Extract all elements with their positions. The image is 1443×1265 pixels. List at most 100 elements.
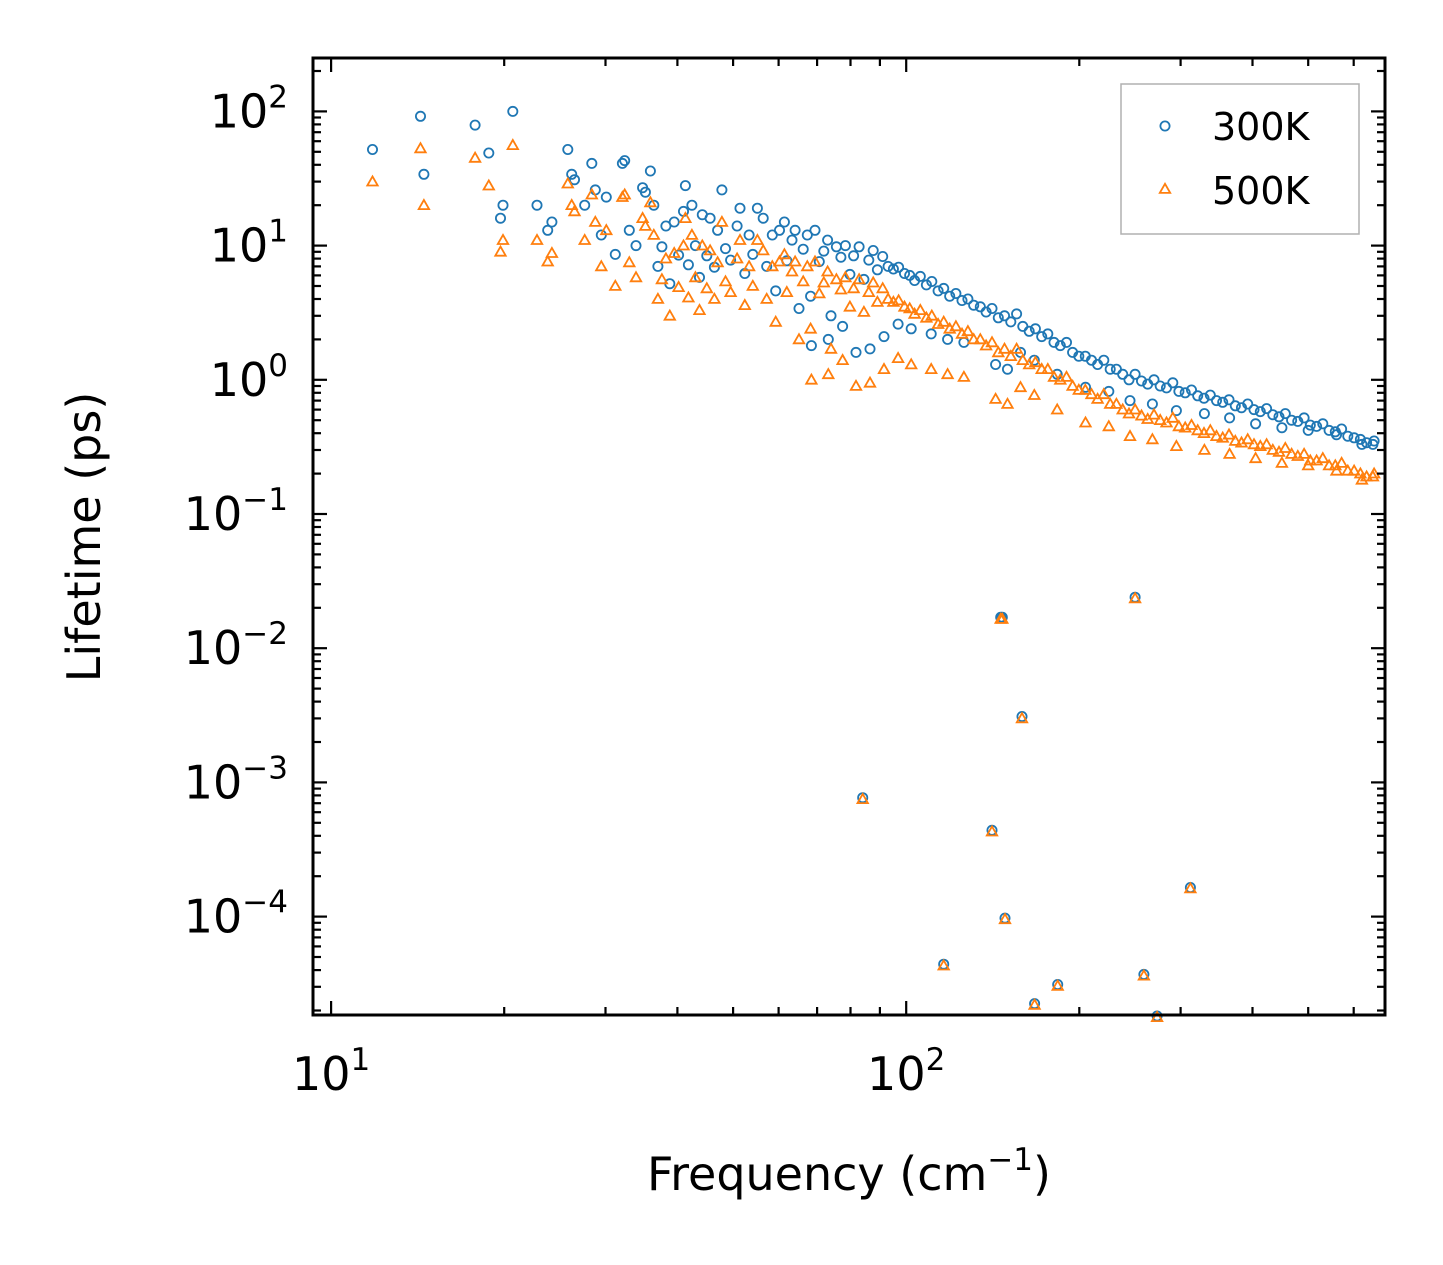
point-500K-61 bbox=[785, 264, 799, 277]
point-500K-83 bbox=[881, 291, 895, 304]
point-300K-152 bbox=[1304, 419, 1316, 431]
point-500K-28 bbox=[651, 291, 665, 304]
point-300K-82 bbox=[877, 250, 889, 262]
point-500K-165 bbox=[821, 367, 836, 380]
series-500K bbox=[365, 138, 1381, 1022]
point-300K-146 bbox=[1267, 409, 1279, 421]
legend-marker-300k bbox=[1159, 120, 1171, 132]
point-300K-65 bbox=[801, 229, 813, 241]
point-300K-110 bbox=[1042, 328, 1054, 340]
point-500K-136 bbox=[1203, 423, 1218, 436]
point-300K-132 bbox=[1179, 387, 1191, 399]
point-500K-64 bbox=[796, 274, 810, 287]
point-500K-184 bbox=[1169, 439, 1184, 452]
legend-label-300k: 300K bbox=[1212, 105, 1311, 149]
point-500K-46 bbox=[718, 274, 733, 287]
point-300K-169 bbox=[878, 331, 890, 343]
point-500K-169 bbox=[877, 362, 891, 375]
point-300K-144 bbox=[1254, 406, 1266, 418]
point-500K-21 bbox=[617, 187, 632, 200]
point-500K-53 bbox=[750, 233, 765, 245]
point-500K-186 bbox=[1222, 446, 1237, 459]
point-300K-176 bbox=[1002, 363, 1014, 375]
point-300K-143 bbox=[1248, 404, 1260, 416]
point-500K-24 bbox=[635, 211, 650, 224]
point-300K-115 bbox=[1073, 350, 1085, 362]
point-500K-125 bbox=[1134, 408, 1149, 421]
point-300K-113 bbox=[1061, 336, 1073, 348]
point-300K-22 bbox=[623, 224, 635, 236]
point-500K-30 bbox=[659, 251, 673, 264]
point-500K-60 bbox=[780, 285, 794, 298]
point-500K-173 bbox=[940, 367, 955, 380]
point-300K-133 bbox=[1186, 384, 1198, 396]
point-500K-174 bbox=[957, 369, 971, 382]
legend: 300K 500K bbox=[1120, 83, 1360, 235]
point-300K-57 bbox=[770, 285, 782, 297]
point-500K-50 bbox=[738, 298, 752, 311]
point-500K-176 bbox=[1000, 396, 1015, 409]
point-300K-160 bbox=[1354, 433, 1366, 445]
point-500K-140 bbox=[1228, 433, 1243, 446]
point-300K-161 bbox=[1361, 437, 1373, 449]
point-300K-92 bbox=[932, 285, 944, 297]
legend-marker-500k bbox=[1158, 181, 1172, 194]
point-300K-158 bbox=[1342, 430, 1354, 442]
point-500K-149 bbox=[1284, 446, 1299, 459]
point-300K-21 bbox=[619, 155, 631, 167]
point-500K-63 bbox=[792, 332, 806, 345]
point-500K-71 bbox=[824, 341, 838, 354]
point-300K-125 bbox=[1136, 375, 1148, 387]
point-300K-4 bbox=[483, 147, 495, 159]
point-500K-146 bbox=[1266, 442, 1280, 455]
point-500K-137 bbox=[1209, 429, 1224, 442]
point-500K-154 bbox=[1316, 451, 1330, 464]
point-300K-9 bbox=[542, 224, 554, 236]
point-500K-113 bbox=[1059, 369, 1074, 382]
point-300K-83 bbox=[882, 260, 894, 272]
point-500K-159 bbox=[1347, 463, 1361, 476]
point-500K-183 bbox=[1145, 432, 1160, 445]
point-500K-7 bbox=[506, 138, 520, 151]
point-300K-175 bbox=[990, 358, 1002, 370]
point-300K-71 bbox=[825, 310, 837, 322]
point-500K-185 bbox=[1197, 442, 1212, 455]
point-300K-185 bbox=[1198, 408, 1210, 420]
point-500K-117 bbox=[1084, 387, 1099, 400]
point-300K-36 bbox=[682, 259, 694, 271]
point-300K-0 bbox=[366, 143, 378, 155]
point-500K-77 bbox=[852, 272, 866, 285]
point-300K-138 bbox=[1217, 396, 1229, 408]
point-500K-151 bbox=[1297, 446, 1311, 459]
point-500K-80 bbox=[866, 275, 880, 288]
point-500K-170 bbox=[891, 351, 905, 364]
point-300K-79 bbox=[863, 254, 875, 266]
point-500K-187 bbox=[1248, 451, 1263, 464]
point-300K-3 bbox=[469, 119, 481, 131]
point-300K-95 bbox=[950, 287, 962, 299]
point-500K-25 bbox=[638, 218, 653, 231]
point-500K-6 bbox=[496, 233, 510, 245]
point-500K-40 bbox=[695, 238, 710, 251]
point-500K-100 bbox=[979, 338, 993, 351]
point-300K-103 bbox=[999, 310, 1011, 322]
point-500K-36 bbox=[681, 290, 696, 303]
point-500K-178 bbox=[1027, 388, 1042, 400]
point-500K-168 bbox=[863, 375, 877, 388]
point-300K-46 bbox=[720, 243, 732, 255]
y-tick-label: 10−3 bbox=[184, 750, 288, 809]
point-500K-97 bbox=[961, 324, 975, 337]
point-300K-131 bbox=[1173, 385, 1185, 397]
point-500K-201 bbox=[1137, 968, 1151, 981]
point-300K-142 bbox=[1242, 398, 1254, 410]
point-500K-181 bbox=[1102, 419, 1116, 432]
point-500K-199 bbox=[998, 912, 1012, 925]
point-300K-145 bbox=[1261, 403, 1273, 415]
point-500K-180 bbox=[1078, 415, 1093, 428]
x-tick-label: 101 bbox=[292, 1042, 370, 1101]
point-500K-167 bbox=[849, 378, 863, 391]
point-500K-197 bbox=[985, 824, 999, 837]
point-300K-26 bbox=[644, 165, 656, 177]
legend-symbol-500K bbox=[1158, 181, 1172, 194]
point-500K-99 bbox=[973, 332, 988, 345]
